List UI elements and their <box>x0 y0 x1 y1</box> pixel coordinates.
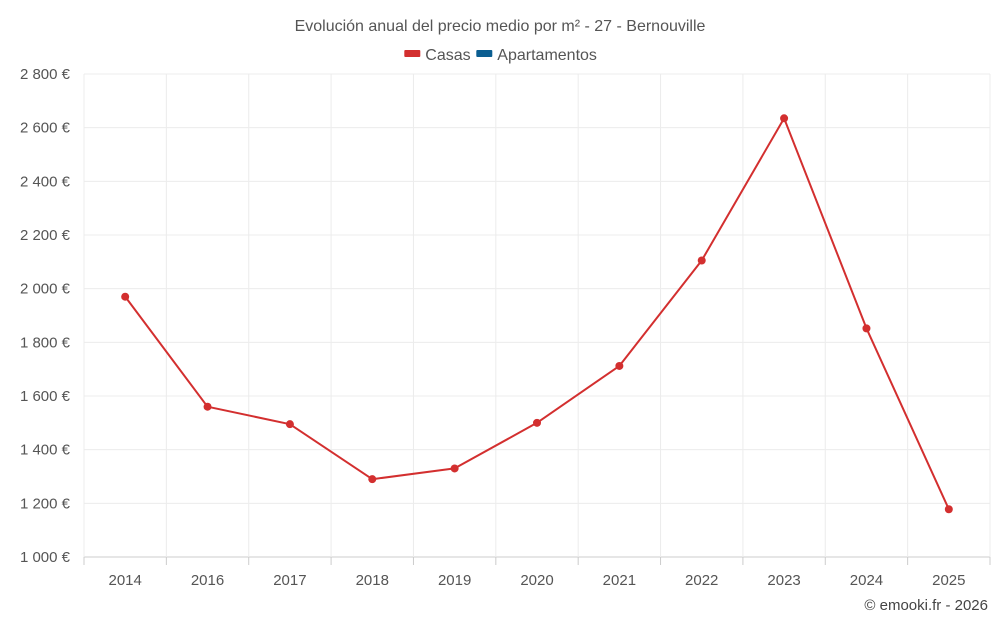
y-axis: 1 000 € 1 200 € 1 400 € 1 600 € 1 800 € 2 000… <box>20 66 71 566</box>
data-point[interactable] <box>780 114 789 123</box>
credit-text: © emooki.fr - 2026 <box>864 597 988 614</box>
series-layer <box>121 114 953 514</box>
legend-swatch <box>476 50 493 57</box>
x-tick-label: 2014 <box>108 572 141 589</box>
grid <box>83 73 991 565</box>
y-tick-label: 2 600 € <box>20 120 71 137</box>
x-tick-label: 2022 <box>685 572 718 589</box>
data-point[interactable] <box>450 464 459 473</box>
data-point[interactable] <box>533 418 541 427</box>
y-tick-label: 1 200 € <box>20 495 71 512</box>
y-tick-label: 1 800 € <box>20 334 71 351</box>
data-point[interactable] <box>944 505 953 514</box>
data-point[interactable] <box>862 324 871 333</box>
legend: Casas Apartamentos <box>404 47 597 64</box>
legend-item-casas[interactable]: Casas <box>404 47 471 64</box>
y-tick-label: 2 800 € <box>20 66 71 83</box>
data-point[interactable] <box>285 420 294 429</box>
y-tick-label: 1 600 € <box>20 388 71 405</box>
y-tick-label: 1 400 € <box>20 442 71 459</box>
legend-item-apartamentos[interactable]: Apartamentos <box>476 47 597 64</box>
data-point[interactable] <box>368 475 377 484</box>
y-tick-label: 2 200 € <box>20 227 71 244</box>
x-tick-label: 2024 <box>850 572 883 589</box>
x-tick-label: 2020 <box>520 572 553 589</box>
x-tick-label: 2017 <box>273 572 306 589</box>
data-point[interactable] <box>615 361 624 370</box>
chart-title: Evolución anual del precio medio por m² … <box>295 18 706 35</box>
x-tick-label: 2016 <box>191 572 224 589</box>
legend-swatch <box>404 50 421 57</box>
y-tick-label: 2 000 € <box>20 281 71 298</box>
x-tick-label: 2019 <box>438 572 471 589</box>
x-tick-label: 2021 <box>603 572 636 589</box>
y-tick-label: 1 000 € <box>20 549 71 566</box>
x-axis: 2014 2016 2017 2018 2019 2020 2021 2022 2023 2024… <box>108 572 965 589</box>
y-tick-label: 2 400 € <box>20 173 71 190</box>
legend-label: Apartamentos <box>497 47 597 64</box>
x-tick-label: 2023 <box>767 572 800 589</box>
data-point[interactable] <box>697 256 706 265</box>
data-point[interactable] <box>121 292 130 301</box>
x-tick-label: 2025 <box>932 572 965 589</box>
x-tick-label: 2018 <box>356 572 389 589</box>
data-point[interactable] <box>203 402 212 411</box>
legend-label: Casas <box>425 47 470 64</box>
